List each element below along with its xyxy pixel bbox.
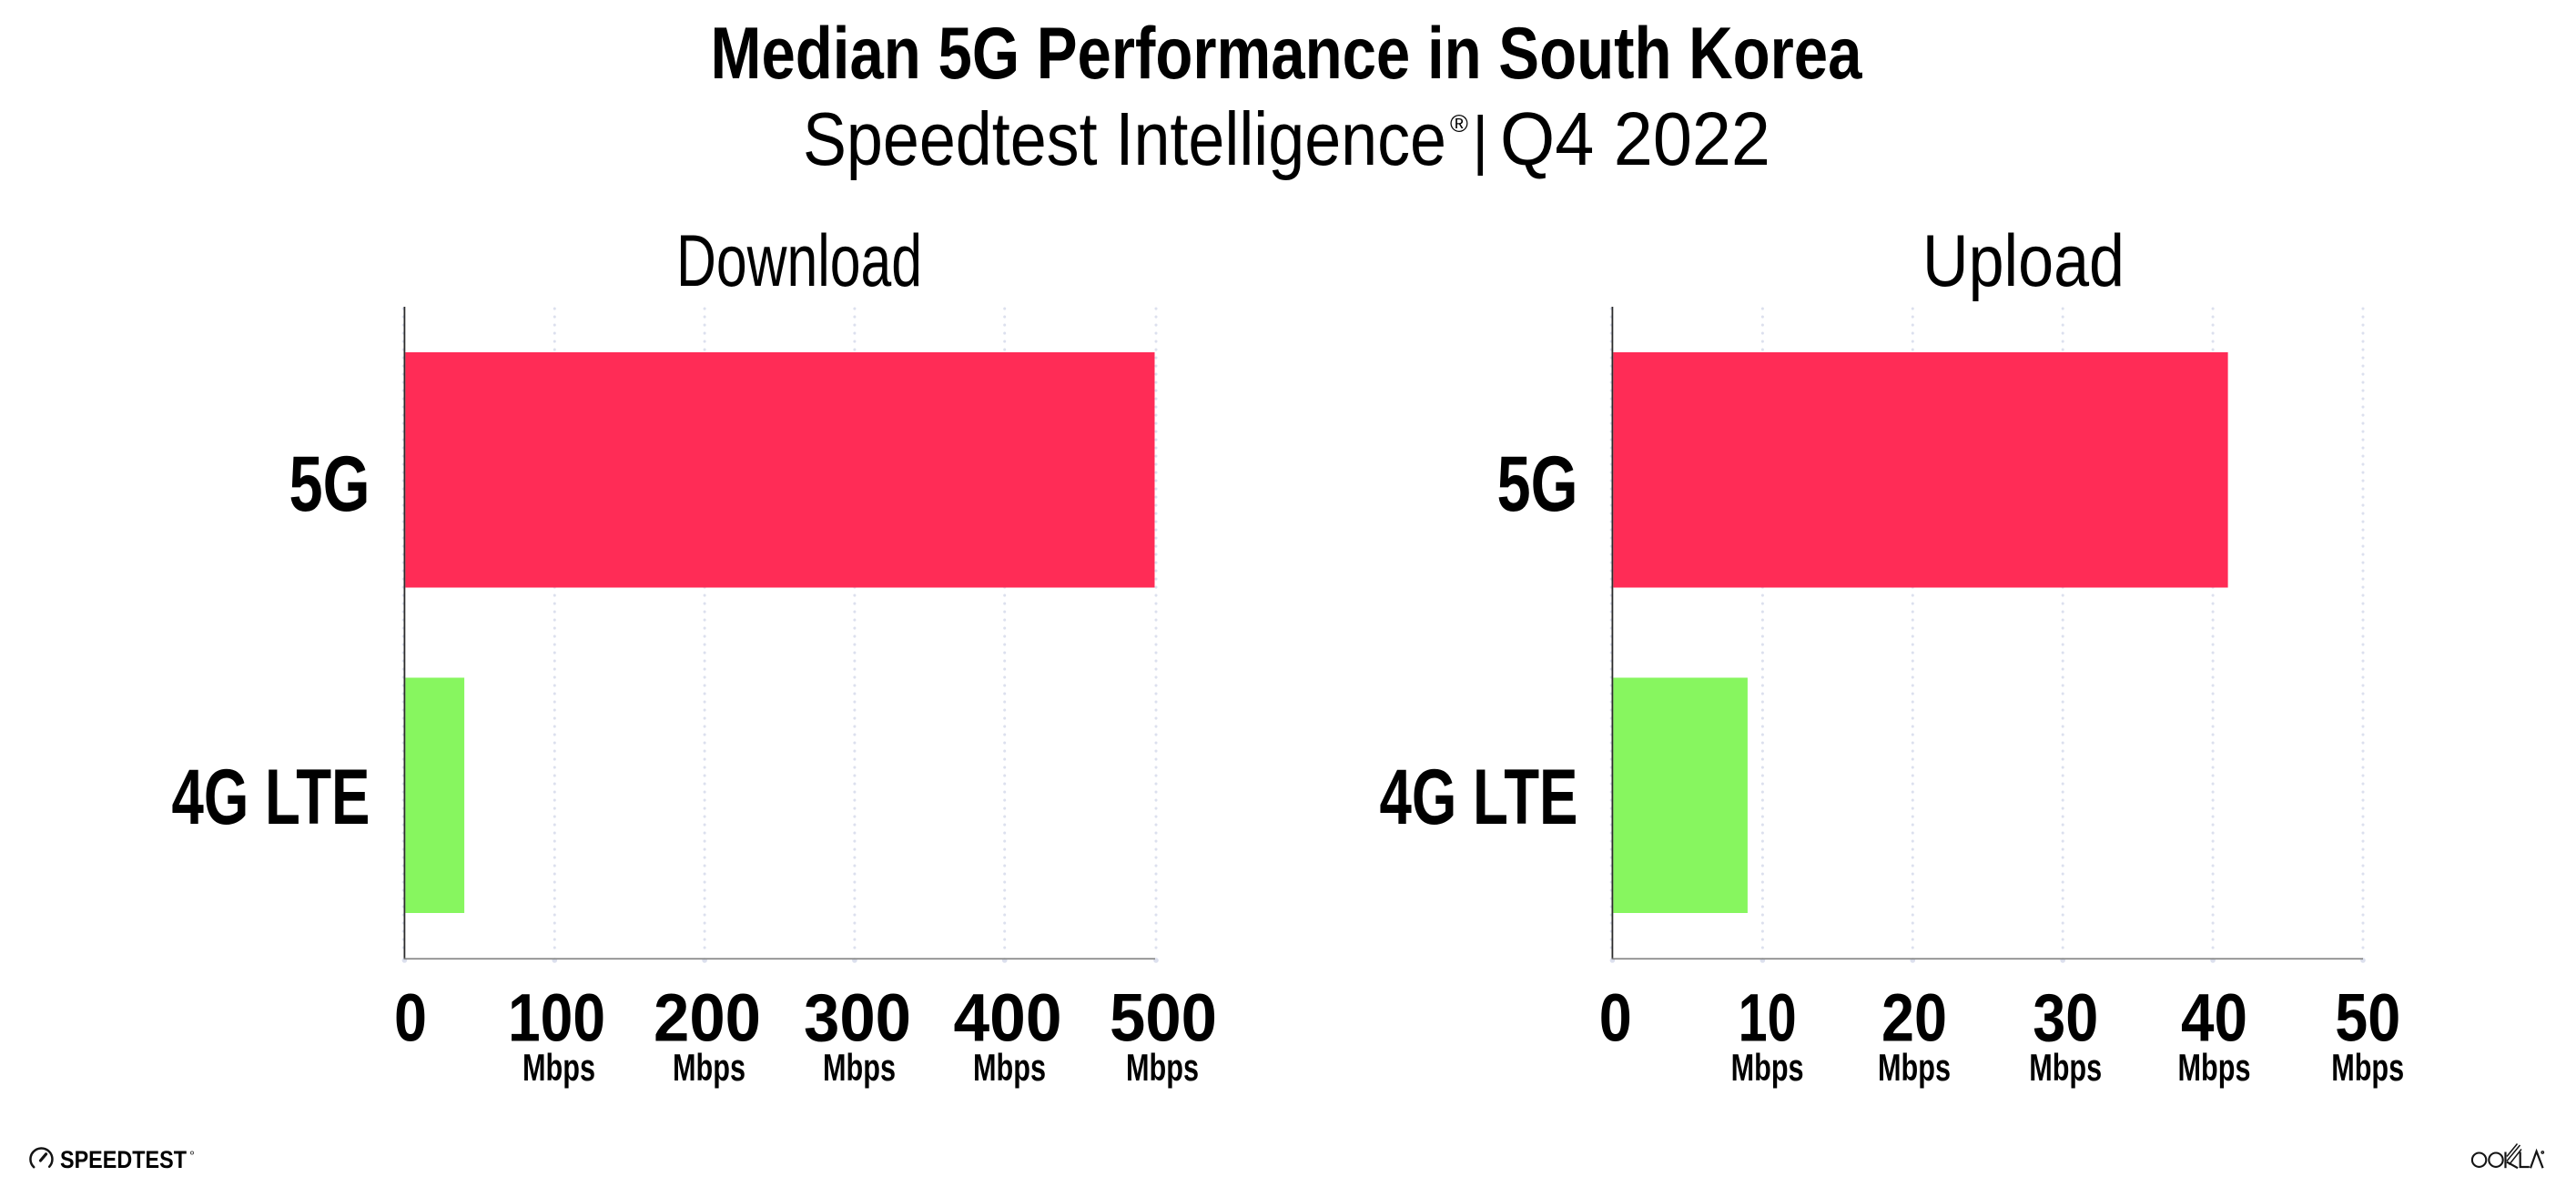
svg-text:Q4 2022: Q4 2022 xyxy=(1500,96,1770,181)
svg-text:Median 5G Performance in South: Median 5G Performance in South Korea xyxy=(711,13,1863,95)
svg-text:50: 50 xyxy=(2335,980,2400,1056)
svg-text:Mbps: Mbps xyxy=(1878,1046,1951,1089)
svg-text:400: 400 xyxy=(954,980,1062,1056)
svg-text:5G: 5G xyxy=(1497,441,1578,528)
svg-text:Mbps: Mbps xyxy=(1126,1046,1199,1089)
svg-text:4G LTE: 4G LTE xyxy=(172,754,370,841)
svg-text:0: 0 xyxy=(1599,980,1632,1056)
svg-text:Mbps: Mbps xyxy=(2029,1046,2102,1089)
svg-text:4G LTE: 4G LTE xyxy=(1380,754,1578,841)
svg-text:0: 0 xyxy=(394,980,427,1056)
svg-text:20: 20 xyxy=(1881,980,1947,1056)
svg-text:500: 500 xyxy=(1110,980,1217,1056)
svg-text:SPEEDTEST: SPEEDTEST xyxy=(60,1146,187,1173)
svg-text:Mbps: Mbps xyxy=(1731,1046,1804,1089)
svg-text:10: 10 xyxy=(1739,980,1797,1056)
svg-text:40: 40 xyxy=(2181,980,2247,1056)
svg-text:Mbps: Mbps xyxy=(2331,1046,2404,1089)
svg-text:300: 300 xyxy=(804,980,911,1056)
svg-text:Mbps: Mbps xyxy=(673,1046,745,1089)
svg-text:Speedtest Intelligence: Speedtest Intelligence xyxy=(803,96,1446,181)
svg-text:Upload: Upload xyxy=(1922,220,2125,302)
svg-text:5G: 5G xyxy=(289,441,370,528)
svg-text:®: ® xyxy=(1450,110,1468,137)
svg-text:Download: Download xyxy=(676,220,922,302)
svg-text:200: 200 xyxy=(654,980,761,1056)
svg-text:Mbps: Mbps xyxy=(522,1046,595,1089)
svg-text:Mbps: Mbps xyxy=(2178,1046,2251,1089)
svg-text:30: 30 xyxy=(2033,980,2098,1056)
svg-text:Mbps: Mbps xyxy=(973,1046,1046,1089)
svg-text:Mbps: Mbps xyxy=(823,1046,896,1089)
svg-text:100: 100 xyxy=(508,980,605,1056)
